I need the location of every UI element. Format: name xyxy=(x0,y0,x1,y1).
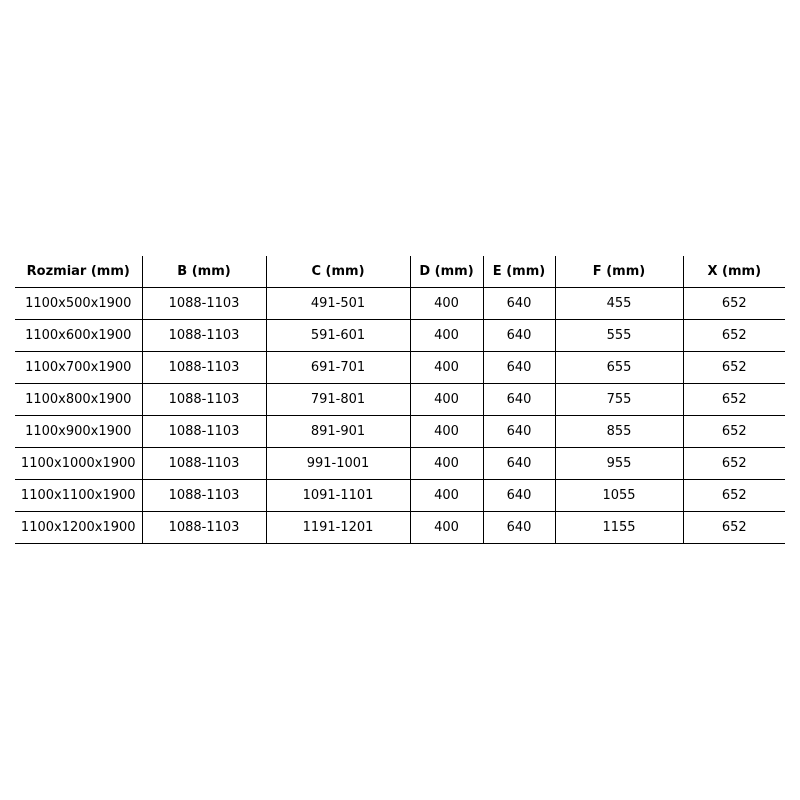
table-cell: 400 xyxy=(409,479,483,512)
table-cell: 1100x500x1900 xyxy=(15,287,142,320)
table-cell: 652 xyxy=(682,479,785,512)
table-cell: 652 xyxy=(682,511,785,544)
table-cell: 791-801 xyxy=(265,383,410,416)
table-cell: 652 xyxy=(682,351,785,384)
table-cell: 400 xyxy=(409,511,483,544)
table-cell: 955 xyxy=(554,447,683,480)
table-cell: 1100x1200x1900 xyxy=(15,511,142,544)
table-cell: 1155 xyxy=(554,511,683,544)
table-row: 1100x700x1900 1088-1103 691-701 400 640 655 65… xyxy=(15,351,785,384)
table-cell: 555 xyxy=(554,319,683,352)
table-row: 1100x1000x1900 1088-1103 991-1001 400 640 955… xyxy=(15,447,785,480)
table-row: 1100x600x1900 1088-1103 591-601 400 640 555 65… xyxy=(15,319,785,352)
table-cell: 640 xyxy=(482,287,555,320)
table-cell: 691-701 xyxy=(265,351,410,384)
table-cell: 652 xyxy=(682,383,785,416)
column-header: D (mm) xyxy=(409,256,483,288)
table-cell: 591-601 xyxy=(265,319,410,352)
table-row: 1100x900x1900 1088-1103 891-901 400 640 855 65… xyxy=(15,415,785,448)
table-cell: 1088-1103 xyxy=(141,415,266,448)
table-cell: 1088-1103 xyxy=(141,447,266,480)
table-cell: 640 xyxy=(482,351,555,384)
table-cell: 1100x1000x1900 xyxy=(15,447,142,480)
table-cell: 1088-1103 xyxy=(141,479,266,512)
table-cell: 640 xyxy=(482,383,555,416)
table-cell: 655 xyxy=(554,351,683,384)
column-header: X (mm) xyxy=(682,256,785,288)
table-cell: 652 xyxy=(682,287,785,320)
dimensions-table: Rozmiar (mm) B (mm) C (mm) D (mm) E (mm) F (m… xyxy=(15,256,785,544)
table-cell: 1091-1101 xyxy=(265,479,410,512)
table-row: 1100x1100x1900 1088-1103 1091-1101 400 640 10… xyxy=(15,479,785,512)
table-cell: 1191-1201 xyxy=(265,511,410,544)
table-cell: 1088-1103 xyxy=(141,511,266,544)
table-cell: 640 xyxy=(482,447,555,480)
table-cell: 1100x700x1900 xyxy=(15,351,142,384)
table-row: 1100x800x1900 1088-1103 791-801 400 640 755 65… xyxy=(15,383,785,416)
table-cell: 1100x800x1900 xyxy=(15,383,142,416)
column-header: Rozmiar (mm) xyxy=(15,256,142,288)
table-cell: 400 xyxy=(409,351,483,384)
table-cell: 652 xyxy=(682,415,785,448)
table-cell: 400 xyxy=(409,319,483,352)
table-cell: 400 xyxy=(409,415,483,448)
table-row: 1100x500x1900 1088-1103 491-501 400 640 455 65… xyxy=(15,287,785,320)
table-cell: 1088-1103 xyxy=(141,287,266,320)
table-cell: 652 xyxy=(682,447,785,480)
table-cell: 491-501 xyxy=(265,287,410,320)
column-header: C (mm) xyxy=(265,256,410,288)
table-cell: 1088-1103 xyxy=(141,351,266,384)
table-cell: 640 xyxy=(482,319,555,352)
table-cell: 640 xyxy=(482,479,555,512)
table-row: 1100x1200x1900 1088-1103 1191-1201 400 640 11… xyxy=(15,511,785,544)
table-cell: 640 xyxy=(482,415,555,448)
column-header: B (mm) xyxy=(141,256,266,288)
table-cell: 640 xyxy=(482,511,555,544)
column-header: F (mm) xyxy=(554,256,683,288)
table-cell: 1055 xyxy=(554,479,683,512)
table-cell: 400 xyxy=(409,383,483,416)
table-cell: 1100x900x1900 xyxy=(15,415,142,448)
column-header: E (mm) xyxy=(482,256,555,288)
table-cell: 1088-1103 xyxy=(141,319,266,352)
table-cell: 1100x1100x1900 xyxy=(15,479,142,512)
table-cell: 1088-1103 xyxy=(141,383,266,416)
table-cell: 991-1001 xyxy=(265,447,410,480)
table-cell: 652 xyxy=(682,319,785,352)
table-cell: 455 xyxy=(554,287,683,320)
table-cell: 891-901 xyxy=(265,415,410,448)
header-row: Rozmiar (mm) B (mm) C (mm) D (mm) E (mm) F (m… xyxy=(15,256,785,288)
table-cell: 755 xyxy=(554,383,683,416)
table-cell: 400 xyxy=(409,287,483,320)
table-cell: 855 xyxy=(554,415,683,448)
table-cell: 400 xyxy=(409,447,483,480)
table-cell: 1100x600x1900 xyxy=(15,319,142,352)
